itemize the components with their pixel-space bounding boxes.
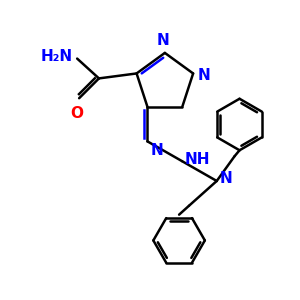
Text: N: N [150, 143, 163, 158]
Text: NH: NH [185, 152, 211, 167]
Text: H₂N: H₂N [41, 49, 73, 64]
Text: O: O [70, 106, 84, 121]
Text: N: N [220, 172, 232, 187]
Text: N: N [198, 68, 211, 83]
Text: N: N [157, 33, 169, 48]
